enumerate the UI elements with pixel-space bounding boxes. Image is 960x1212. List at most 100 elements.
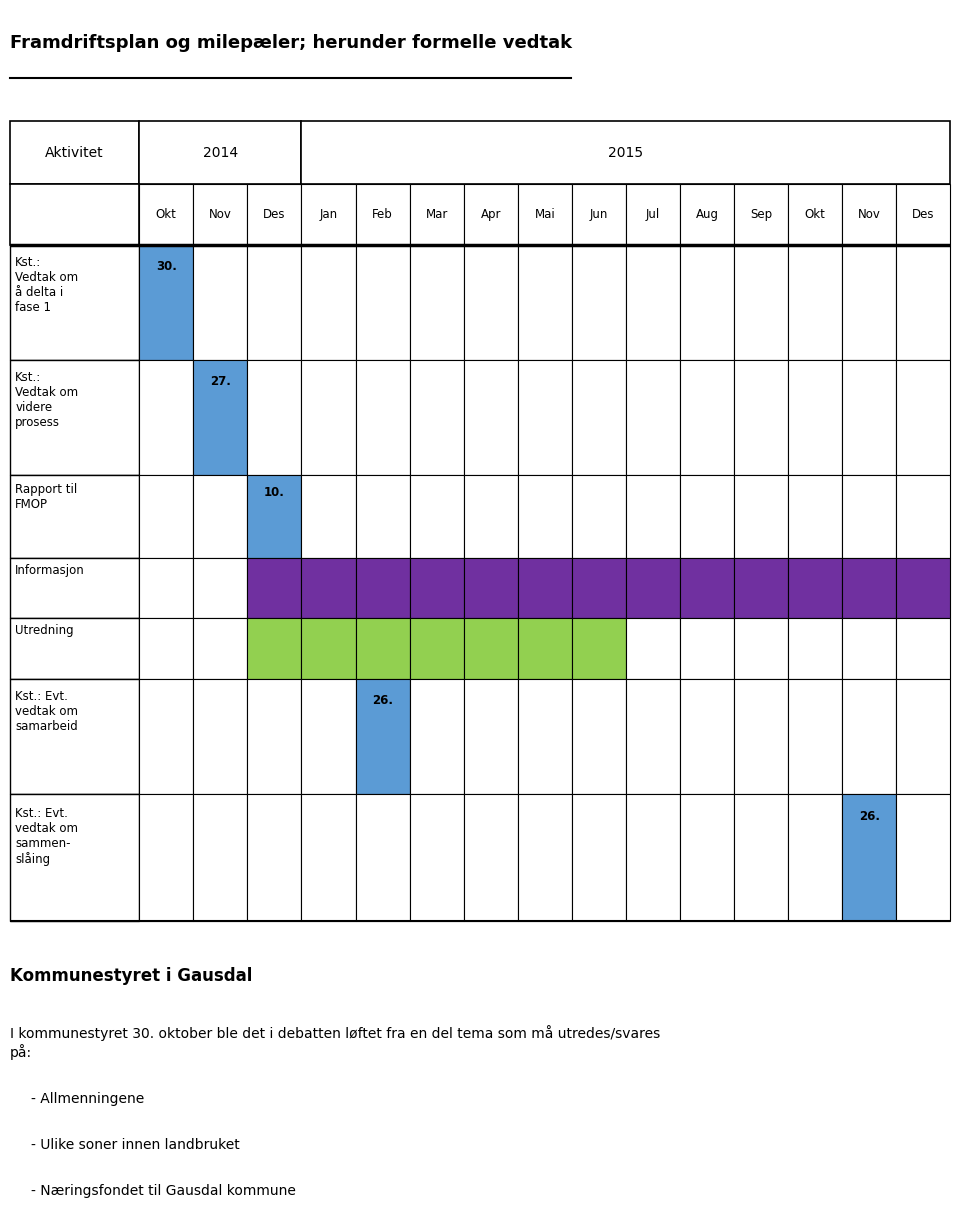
FancyBboxPatch shape <box>572 184 626 245</box>
FancyBboxPatch shape <box>193 618 248 679</box>
Text: Aktivitet: Aktivitet <box>45 145 104 160</box>
FancyBboxPatch shape <box>355 558 410 618</box>
FancyBboxPatch shape <box>626 475 680 558</box>
FancyBboxPatch shape <box>517 245 572 360</box>
FancyBboxPatch shape <box>301 618 355 679</box>
FancyBboxPatch shape <box>734 618 788 679</box>
FancyBboxPatch shape <box>248 360 301 475</box>
FancyBboxPatch shape <box>410 245 464 360</box>
FancyBboxPatch shape <box>517 618 572 679</box>
FancyBboxPatch shape <box>355 245 410 360</box>
Text: 10.: 10. <box>264 486 285 499</box>
FancyBboxPatch shape <box>139 618 193 679</box>
FancyBboxPatch shape <box>680 679 734 794</box>
FancyBboxPatch shape <box>788 679 842 794</box>
Text: Apr: Apr <box>480 208 501 221</box>
FancyBboxPatch shape <box>193 245 248 360</box>
Text: Kommunestyret i Gausdal: Kommunestyret i Gausdal <box>10 967 252 985</box>
FancyBboxPatch shape <box>355 679 410 794</box>
Text: Kst.:
Vedtak om
videre
prosess: Kst.: Vedtak om videre prosess <box>15 371 79 429</box>
FancyBboxPatch shape <box>248 184 301 245</box>
FancyBboxPatch shape <box>788 475 842 558</box>
FancyBboxPatch shape <box>193 475 248 558</box>
FancyBboxPatch shape <box>517 184 572 245</box>
FancyBboxPatch shape <box>464 679 517 794</box>
FancyBboxPatch shape <box>517 360 572 475</box>
Text: Des: Des <box>912 208 935 221</box>
FancyBboxPatch shape <box>355 360 410 475</box>
FancyBboxPatch shape <box>734 794 788 921</box>
FancyBboxPatch shape <box>10 121 139 184</box>
FancyBboxPatch shape <box>10 794 139 921</box>
FancyBboxPatch shape <box>626 679 680 794</box>
FancyBboxPatch shape <box>301 558 355 618</box>
FancyBboxPatch shape <box>301 184 355 245</box>
FancyBboxPatch shape <box>626 794 680 921</box>
Text: Kst.:
Vedtak om
å delta i
fase 1: Kst.: Vedtak om å delta i fase 1 <box>15 257 79 314</box>
FancyBboxPatch shape <box>248 679 301 794</box>
Text: Aug: Aug <box>696 208 718 221</box>
FancyBboxPatch shape <box>842 679 897 794</box>
FancyBboxPatch shape <box>10 618 139 679</box>
FancyBboxPatch shape <box>464 245 517 360</box>
FancyBboxPatch shape <box>626 558 680 618</box>
FancyBboxPatch shape <box>842 184 897 245</box>
FancyBboxPatch shape <box>355 184 410 245</box>
FancyBboxPatch shape <box>897 618 950 679</box>
FancyBboxPatch shape <box>572 360 626 475</box>
FancyBboxPatch shape <box>139 679 193 794</box>
FancyBboxPatch shape <box>572 618 626 679</box>
FancyBboxPatch shape <box>10 184 139 245</box>
FancyBboxPatch shape <box>464 794 517 921</box>
Text: 2014: 2014 <box>203 145 238 160</box>
FancyBboxPatch shape <box>842 245 897 360</box>
FancyBboxPatch shape <box>10 360 139 475</box>
FancyBboxPatch shape <box>680 794 734 921</box>
FancyBboxPatch shape <box>301 360 355 475</box>
FancyBboxPatch shape <box>734 475 788 558</box>
Text: Okt: Okt <box>804 208 826 221</box>
FancyBboxPatch shape <box>464 618 517 679</box>
FancyBboxPatch shape <box>572 245 626 360</box>
FancyBboxPatch shape <box>193 558 248 618</box>
Text: - Ulike soner innen landbruket: - Ulike soner innen landbruket <box>31 1138 239 1153</box>
FancyBboxPatch shape <box>788 184 842 245</box>
FancyBboxPatch shape <box>10 679 139 794</box>
FancyBboxPatch shape <box>680 245 734 360</box>
FancyBboxPatch shape <box>193 679 248 794</box>
FancyBboxPatch shape <box>842 794 897 921</box>
FancyBboxPatch shape <box>10 558 139 618</box>
Text: Mar: Mar <box>425 208 447 221</box>
FancyBboxPatch shape <box>517 475 572 558</box>
FancyBboxPatch shape <box>355 794 410 921</box>
FancyBboxPatch shape <box>897 558 950 618</box>
FancyBboxPatch shape <box>680 618 734 679</box>
FancyBboxPatch shape <box>842 618 897 679</box>
Text: 26.: 26. <box>859 811 879 823</box>
Text: Nov: Nov <box>209 208 231 221</box>
FancyBboxPatch shape <box>788 360 842 475</box>
FancyBboxPatch shape <box>734 679 788 794</box>
FancyBboxPatch shape <box>788 245 842 360</box>
FancyBboxPatch shape <box>572 679 626 794</box>
Text: Des: Des <box>263 208 286 221</box>
FancyBboxPatch shape <box>10 245 139 360</box>
FancyBboxPatch shape <box>626 360 680 475</box>
FancyBboxPatch shape <box>139 245 193 360</box>
FancyBboxPatch shape <box>301 245 355 360</box>
Text: Nov: Nov <box>858 208 880 221</box>
Text: - Næringsfondet til Gausdal kommune: - Næringsfondet til Gausdal kommune <box>31 1184 296 1199</box>
FancyBboxPatch shape <box>788 618 842 679</box>
FancyBboxPatch shape <box>842 558 897 618</box>
FancyBboxPatch shape <box>355 618 410 679</box>
FancyBboxPatch shape <box>680 360 734 475</box>
FancyBboxPatch shape <box>139 184 193 245</box>
FancyBboxPatch shape <box>301 121 950 184</box>
FancyBboxPatch shape <box>410 618 464 679</box>
FancyBboxPatch shape <box>897 475 950 558</box>
FancyBboxPatch shape <box>355 475 410 558</box>
FancyBboxPatch shape <box>248 794 301 921</box>
FancyBboxPatch shape <box>572 794 626 921</box>
Text: Framdriftsplan og milepæler; herunder formelle vedtak: Framdriftsplan og milepæler; herunder fo… <box>10 34 572 52</box>
FancyBboxPatch shape <box>248 475 301 558</box>
